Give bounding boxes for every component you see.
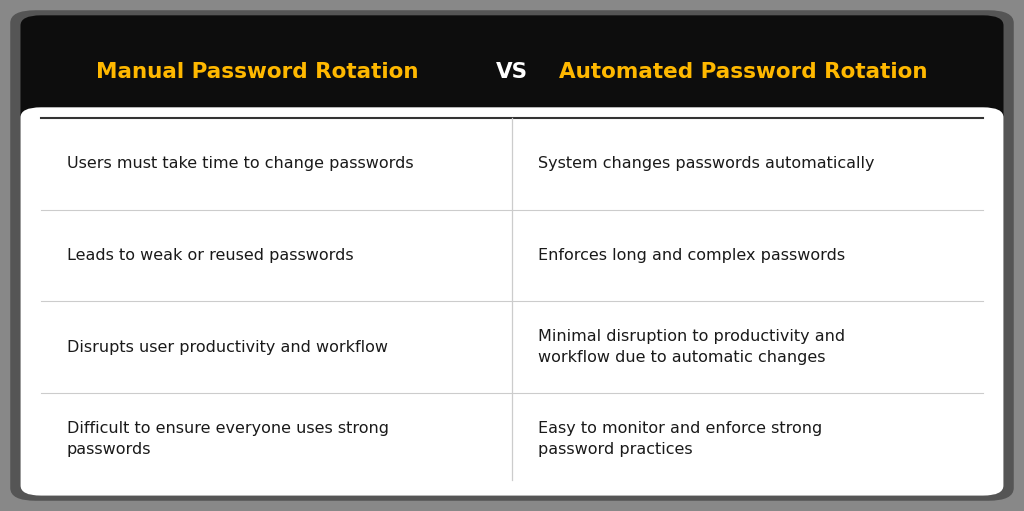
- Text: System changes passwords automatically: System changes passwords automatically: [538, 156, 874, 171]
- Text: Enforces long and complex passwords: Enforces long and complex passwords: [538, 248, 845, 263]
- Bar: [41, 115, 983, 125]
- FancyBboxPatch shape: [20, 15, 1004, 496]
- Text: Easy to monitor and enforce strong
password practices: Easy to monitor and enforce strong passw…: [538, 422, 822, 457]
- Text: Disrupts user productivity and workflow: Disrupts user productivity and workflow: [67, 340, 387, 355]
- Text: Automated Password Rotation: Automated Password Rotation: [558, 61, 927, 82]
- Text: Leads to weak or reused passwords: Leads to weak or reused passwords: [67, 248, 353, 263]
- Text: Manual Password Rotation: Manual Password Rotation: [96, 61, 419, 82]
- FancyBboxPatch shape: [20, 107, 1004, 496]
- Text: Minimal disruption to productivity and
workflow due to automatic changes: Minimal disruption to productivity and w…: [538, 330, 845, 365]
- Text: Difficult to ensure everyone uses strong
passwords: Difficult to ensure everyone uses strong…: [67, 422, 388, 457]
- FancyBboxPatch shape: [10, 10, 1014, 501]
- Text: VS: VS: [496, 61, 528, 82]
- Text: Users must take time to change passwords: Users must take time to change passwords: [67, 156, 414, 171]
